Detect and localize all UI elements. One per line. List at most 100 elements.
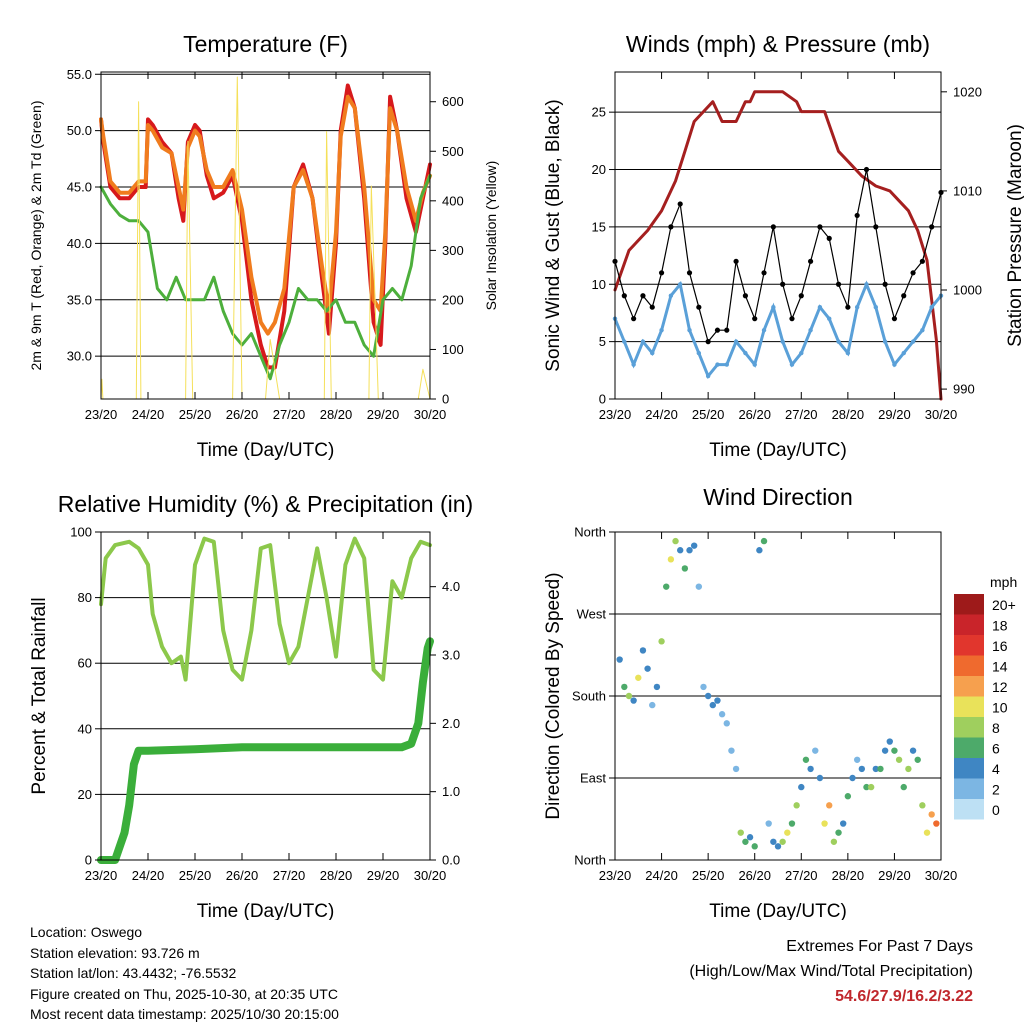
legend-label: 16 (992, 638, 1008, 654)
y-tick-label: East (580, 771, 606, 786)
legend-swatch (954, 655, 984, 676)
x-tick-label: 24/20 (132, 868, 165, 883)
direction-point (677, 547, 684, 554)
y-tick-label: 55.0 (67, 67, 92, 82)
direction-point (881, 747, 889, 754)
x-axis: 23/20 24/20 25/20 26/20 27/20 28/20 29/20 30/20 (599, 72, 958, 422)
direction-point (863, 783, 870, 791)
legend-label: 6 (992, 741, 1000, 757)
y-tick-label: 15 (592, 219, 606, 234)
x-tick-label: 27/20 (785, 407, 818, 422)
y2-tick-label: 1020 (953, 84, 982, 99)
extremes-box: Extremes For Past 7 Days (High/Low/Max W… (689, 934, 973, 1009)
elevation-text: Station elevation: 93.726 m (30, 944, 200, 961)
direction-point (644, 665, 651, 672)
y2-tick-label: 300 (442, 243, 464, 258)
direction-point (853, 756, 861, 763)
direction-point (732, 765, 740, 773)
legend-swatch (954, 696, 984, 717)
direction-point (630, 697, 637, 704)
y-tick-label: North (574, 853, 606, 868)
direction-point (788, 820, 796, 827)
direction-point (895, 756, 903, 763)
y-tick-label: 30.0 (67, 349, 92, 364)
x-axis: 23/20 24/20 25/20 26/20 27/20 28/20 29/20 30/20 (85, 72, 447, 422)
y2-tick-label: 4.0 (442, 579, 460, 594)
direction-point (714, 697, 721, 704)
direction-point (798, 783, 805, 791)
chart-title: Temperature (F) (183, 31, 348, 57)
chart-title: Relative Humidity (%) & Precipitation (i… (58, 491, 473, 517)
direction-point (695, 583, 703, 590)
x-tick-label: 28/20 (832, 868, 865, 883)
direction-point (886, 738, 893, 745)
direction-point (746, 834, 754, 841)
x-tick-label: 28/20 (832, 407, 865, 422)
x-axis-label: Time (Day/UTC) (197, 440, 335, 461)
direction-point (760, 537, 768, 545)
y-tick-label: 35.0 (67, 292, 92, 307)
series-line-rh (99, 536, 432, 682)
legend-title: mph (990, 574, 1017, 590)
location-text: Location: Oswego (30, 924, 143, 940)
extremes-subtitle: (High/Low/Max Wind/Total Precipitation) (689, 963, 973, 980)
direction-point (756, 547, 763, 554)
direction-point (877, 765, 884, 773)
direction-point (718, 711, 726, 718)
legend-label: 2 (992, 782, 1000, 798)
y2-tick-label: 0 (442, 392, 449, 407)
y-axis: North West South East North (572, 525, 615, 868)
legend-label: 20+ (992, 597, 1016, 613)
direction-point (905, 765, 912, 773)
y2-axis-label: Solar Insolation (Yellow) (483, 161, 499, 311)
direction-point (616, 656, 623, 663)
x-tick-label: 30/20 (414, 407, 447, 422)
data-series (99, 76, 432, 400)
legend-label: 14 (992, 659, 1008, 675)
plot-frame (100, 71, 431, 400)
y-tick-label: 80 (78, 590, 92, 605)
series-line-2m-td (99, 174, 432, 381)
direction-point (793, 802, 800, 809)
x-tick-label: 29/20 (878, 868, 911, 883)
direction-point (639, 647, 647, 654)
direction-point (649, 701, 656, 709)
x-tick-label: 30/20 (925, 407, 958, 422)
legend-swatch (954, 635, 984, 656)
series-line-precip (97, 637, 434, 864)
x-tick-label: 23/20 (599, 407, 632, 422)
y-axis: 55.0 50.0 45.0 40.0 35.0 30.0 (67, 67, 101, 364)
y-tick-label: 100 (70, 525, 92, 540)
y-tick-label: 0 (85, 853, 92, 868)
direction-point (923, 829, 931, 836)
y2-tick-label: 990 (953, 382, 975, 397)
direction-point (821, 820, 828, 827)
figure: Temperature (F) 23/20 24/20 25/20 26/20 27/20… (28, 31, 1024, 920)
y-axis: 100 80 60 40 20 0 (70, 525, 101, 868)
extremes-title: Extremes For Past 7 Days (786, 938, 973, 955)
y-axis-label: Sonic Wind & Gust (Blue, Black) (543, 99, 564, 371)
x-tick-label: 25/20 (179, 868, 212, 883)
direction-point (765, 820, 772, 827)
y-tick-label: 60 (78, 656, 92, 671)
latlon-text: Station lat/lon: 43.4432; -76.5532 (30, 965, 237, 981)
y2-tick-label: 1.0 (442, 784, 460, 799)
legend-swatch (954, 737, 984, 758)
direction-point (667, 556, 675, 563)
y-axis: 25 20 15 10 5 0 (592, 105, 615, 407)
legend-label: 0 (992, 802, 1000, 818)
y2-axis: 600 500 400 300 200 100 0 (430, 94, 464, 407)
x-tick-label: 25/20 (692, 407, 725, 422)
legend-label: 12 (992, 679, 1008, 695)
y2-axis-label: Station Pressure (Maroon) (1005, 124, 1024, 347)
direction-point (849, 774, 856, 782)
direction-point (742, 838, 749, 845)
legend-swatch (954, 717, 984, 738)
direction-point (635, 674, 642, 681)
x-axis-label: Time (Day/UTC) (709, 440, 847, 461)
plot-frame (614, 71, 942, 400)
direction-point (723, 720, 730, 727)
y2-tick-label: 2.0 (442, 716, 460, 731)
direction-point (653, 683, 661, 691)
